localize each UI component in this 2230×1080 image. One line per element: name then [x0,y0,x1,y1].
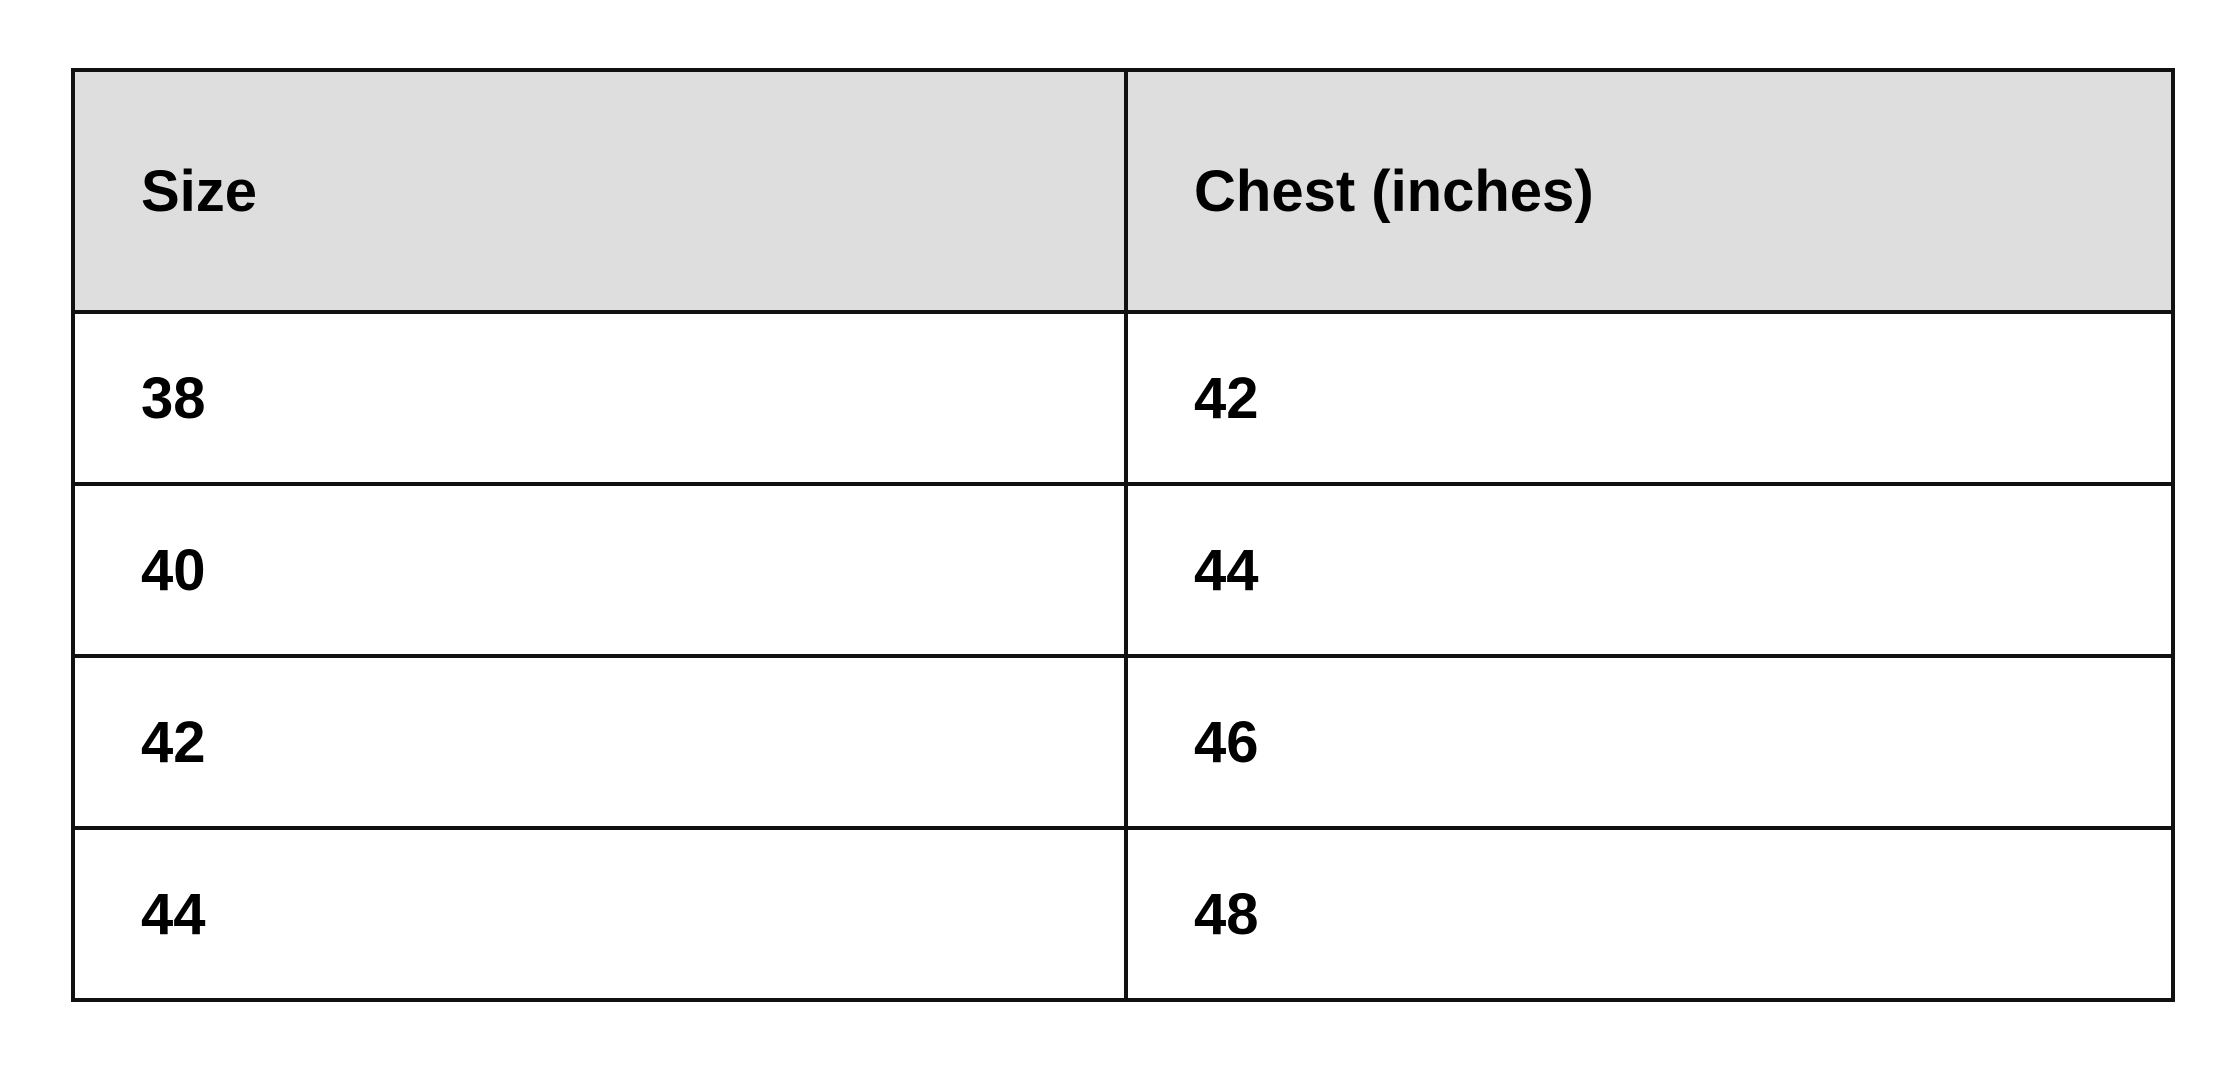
cell-chest: 42 [1124,310,2175,486]
table-row: 44 48 [71,826,2175,1002]
cell-chest: 44 [1124,482,2175,658]
cell-size: 38 [71,310,1128,486]
cell-chest: 46 [1124,654,2175,830]
cell-chest: 48 [1124,826,2175,1002]
cell-size: 40 [71,482,1128,658]
cell-size: 44 [71,826,1128,1002]
cell-size: 42 [71,654,1128,830]
table-row: 40 44 [71,482,2175,658]
header-size: Size [71,68,1128,314]
header-chest: Chest (inches) [1124,68,2175,314]
header-row: Size Chest (inches) [71,68,2175,314]
table-row: 38 42 [71,310,2175,486]
size-chart-table: Size Chest (inches) 38 42 40 44 42 46 44… [71,68,2175,1002]
table-row: 42 46 [71,654,2175,830]
